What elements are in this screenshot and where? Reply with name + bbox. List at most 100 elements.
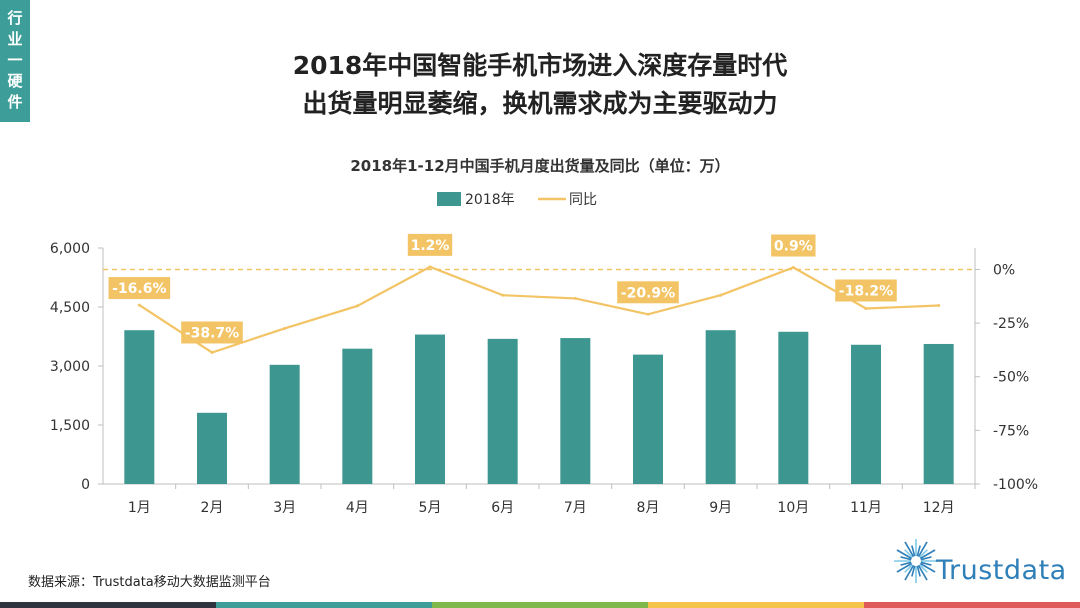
yoy-point xyxy=(937,303,941,307)
logo-ray xyxy=(920,561,932,566)
legend-bar-label: 2018年 xyxy=(465,192,515,208)
logo-text: Trustdata xyxy=(936,555,1067,586)
chart-title: 2018年1-12月中国手机月度出货量及同比（单位：万） xyxy=(350,157,730,175)
bottom-bar-segment xyxy=(0,602,216,608)
logo-ray xyxy=(918,563,928,573)
x-axis-tick-label: 7月 xyxy=(564,500,587,516)
logo-ray xyxy=(904,564,915,581)
bar xyxy=(269,364,300,484)
yoy-point xyxy=(283,326,287,330)
yoy-point xyxy=(573,296,577,300)
logo-ray xyxy=(916,545,921,557)
x-axis-tick-label: 6月 xyxy=(491,500,514,516)
bottom-bar-segment xyxy=(864,602,1080,608)
section-tab: 行 业 一 硬 件 xyxy=(0,0,30,122)
bar xyxy=(124,330,155,484)
section-tab-char: 一 xyxy=(7,51,23,69)
logo-ray xyxy=(896,549,913,560)
legend: 2018年 同比 xyxy=(437,192,597,208)
logo-ray xyxy=(920,556,932,561)
bar xyxy=(923,343,954,484)
bottom-bar-segment xyxy=(648,602,864,608)
logo-ray xyxy=(900,556,912,561)
logo-ray xyxy=(917,564,928,581)
logo-ray xyxy=(918,549,928,559)
section-tab-char: 件 xyxy=(7,93,23,111)
data-label-box xyxy=(835,279,897,302)
data-label-text: 0.9% xyxy=(774,239,813,255)
bottom-bar-segment xyxy=(432,602,648,608)
yoy-point xyxy=(210,350,214,354)
legend-line-label: 同比 xyxy=(569,192,597,208)
bottom-bar-segment xyxy=(216,602,432,608)
data-label: -38.7% xyxy=(181,321,243,344)
bar xyxy=(342,348,373,484)
data-label-text: -38.7% xyxy=(185,325,239,341)
data-label: -18.2% xyxy=(835,279,897,302)
combo-chart: 0 1,500 3,000 4,500 6,000 -100% -75% -50% -25% 0%… xyxy=(50,192,1038,516)
data-label: 0.9% xyxy=(771,234,816,257)
bar xyxy=(560,338,591,484)
section-tab-char: 业 xyxy=(7,30,23,48)
x-axis-tick-label: 4月 xyxy=(346,500,369,516)
yoy-point xyxy=(137,303,141,307)
yoy-point xyxy=(428,265,432,269)
data-label-box xyxy=(108,277,171,300)
yoy-line xyxy=(138,265,939,354)
logo-ray xyxy=(911,565,916,577)
right-axis-tick-label: -25% xyxy=(993,316,1029,332)
logo-ray xyxy=(917,541,928,558)
left-axis-tick-label: 1,500 xyxy=(50,418,90,434)
x-axis-tick-label: 11月 xyxy=(850,500,882,516)
data-label-box xyxy=(771,234,816,257)
logo-ray xyxy=(896,562,913,573)
trustdata-logo: Trustdata xyxy=(892,533,1072,595)
section-tab-char: 硬 xyxy=(7,72,23,90)
bar xyxy=(705,330,736,484)
right-axis-tick-label: -75% xyxy=(993,423,1029,439)
data-label-box xyxy=(181,321,243,344)
yoy-point xyxy=(719,293,723,297)
data-source-note: 数据来源：Trustdata移动大数据监测平台 xyxy=(28,575,271,590)
logo-ray xyxy=(919,562,936,573)
yoy-point xyxy=(646,312,650,316)
logo-ray xyxy=(904,541,915,558)
x-axis-tick-label: 9月 xyxy=(709,500,732,516)
data-label: -16.6% xyxy=(108,277,171,300)
data-label-text: -20.9% xyxy=(621,285,675,301)
left-axis-tick-label: 6,000 xyxy=(50,241,90,257)
bottom-color-bar xyxy=(0,602,1080,608)
left-axis-tick-label: 3,000 xyxy=(50,359,90,375)
x-axis-tick-label: 10月 xyxy=(777,500,809,516)
yoy-point xyxy=(355,304,359,308)
x-axis-tick-label: 1月 xyxy=(128,500,151,516)
data-label: -20.9% xyxy=(617,281,679,304)
bar xyxy=(778,331,809,484)
logo-ray xyxy=(900,561,912,566)
data-label-text: -18.2% xyxy=(839,284,893,300)
logo-ray xyxy=(916,565,921,577)
yoy-point xyxy=(501,293,505,297)
right-axis-tick-label: -100% xyxy=(993,477,1038,493)
x-axis-tick-label: 2月 xyxy=(201,500,224,516)
x-axis-tick-label: 3月 xyxy=(273,500,296,516)
data-label-box xyxy=(617,281,679,304)
right-axis-tick-label: 0% xyxy=(993,262,1015,278)
bar xyxy=(633,354,663,484)
starburst-logo-icon xyxy=(894,539,938,583)
logo-ray xyxy=(911,545,916,557)
left-axis-tick-label: 0 xyxy=(81,477,90,493)
bar xyxy=(197,412,227,484)
x-axis-tick-label: 12月 xyxy=(923,500,955,516)
right-axis-tick-label: -50% xyxy=(993,370,1029,386)
left-axis-tick-label: 4,500 xyxy=(50,300,90,316)
yoy-point xyxy=(791,266,795,270)
x-axis-tick-label: 5月 xyxy=(419,500,442,516)
x-axis-tick-label: 8月 xyxy=(637,500,660,516)
data-label: 1.2% xyxy=(407,233,453,256)
headline-line-1: 2018年中国智能手机市场进入深度存量时代 xyxy=(292,51,788,80)
data-label-text: 1.2% xyxy=(411,238,450,254)
data-label-box xyxy=(407,233,453,256)
headline-line-2: 出货量明显萎缩，换机需求成为主要驱动力 xyxy=(302,89,778,118)
logo-ray xyxy=(919,549,936,560)
